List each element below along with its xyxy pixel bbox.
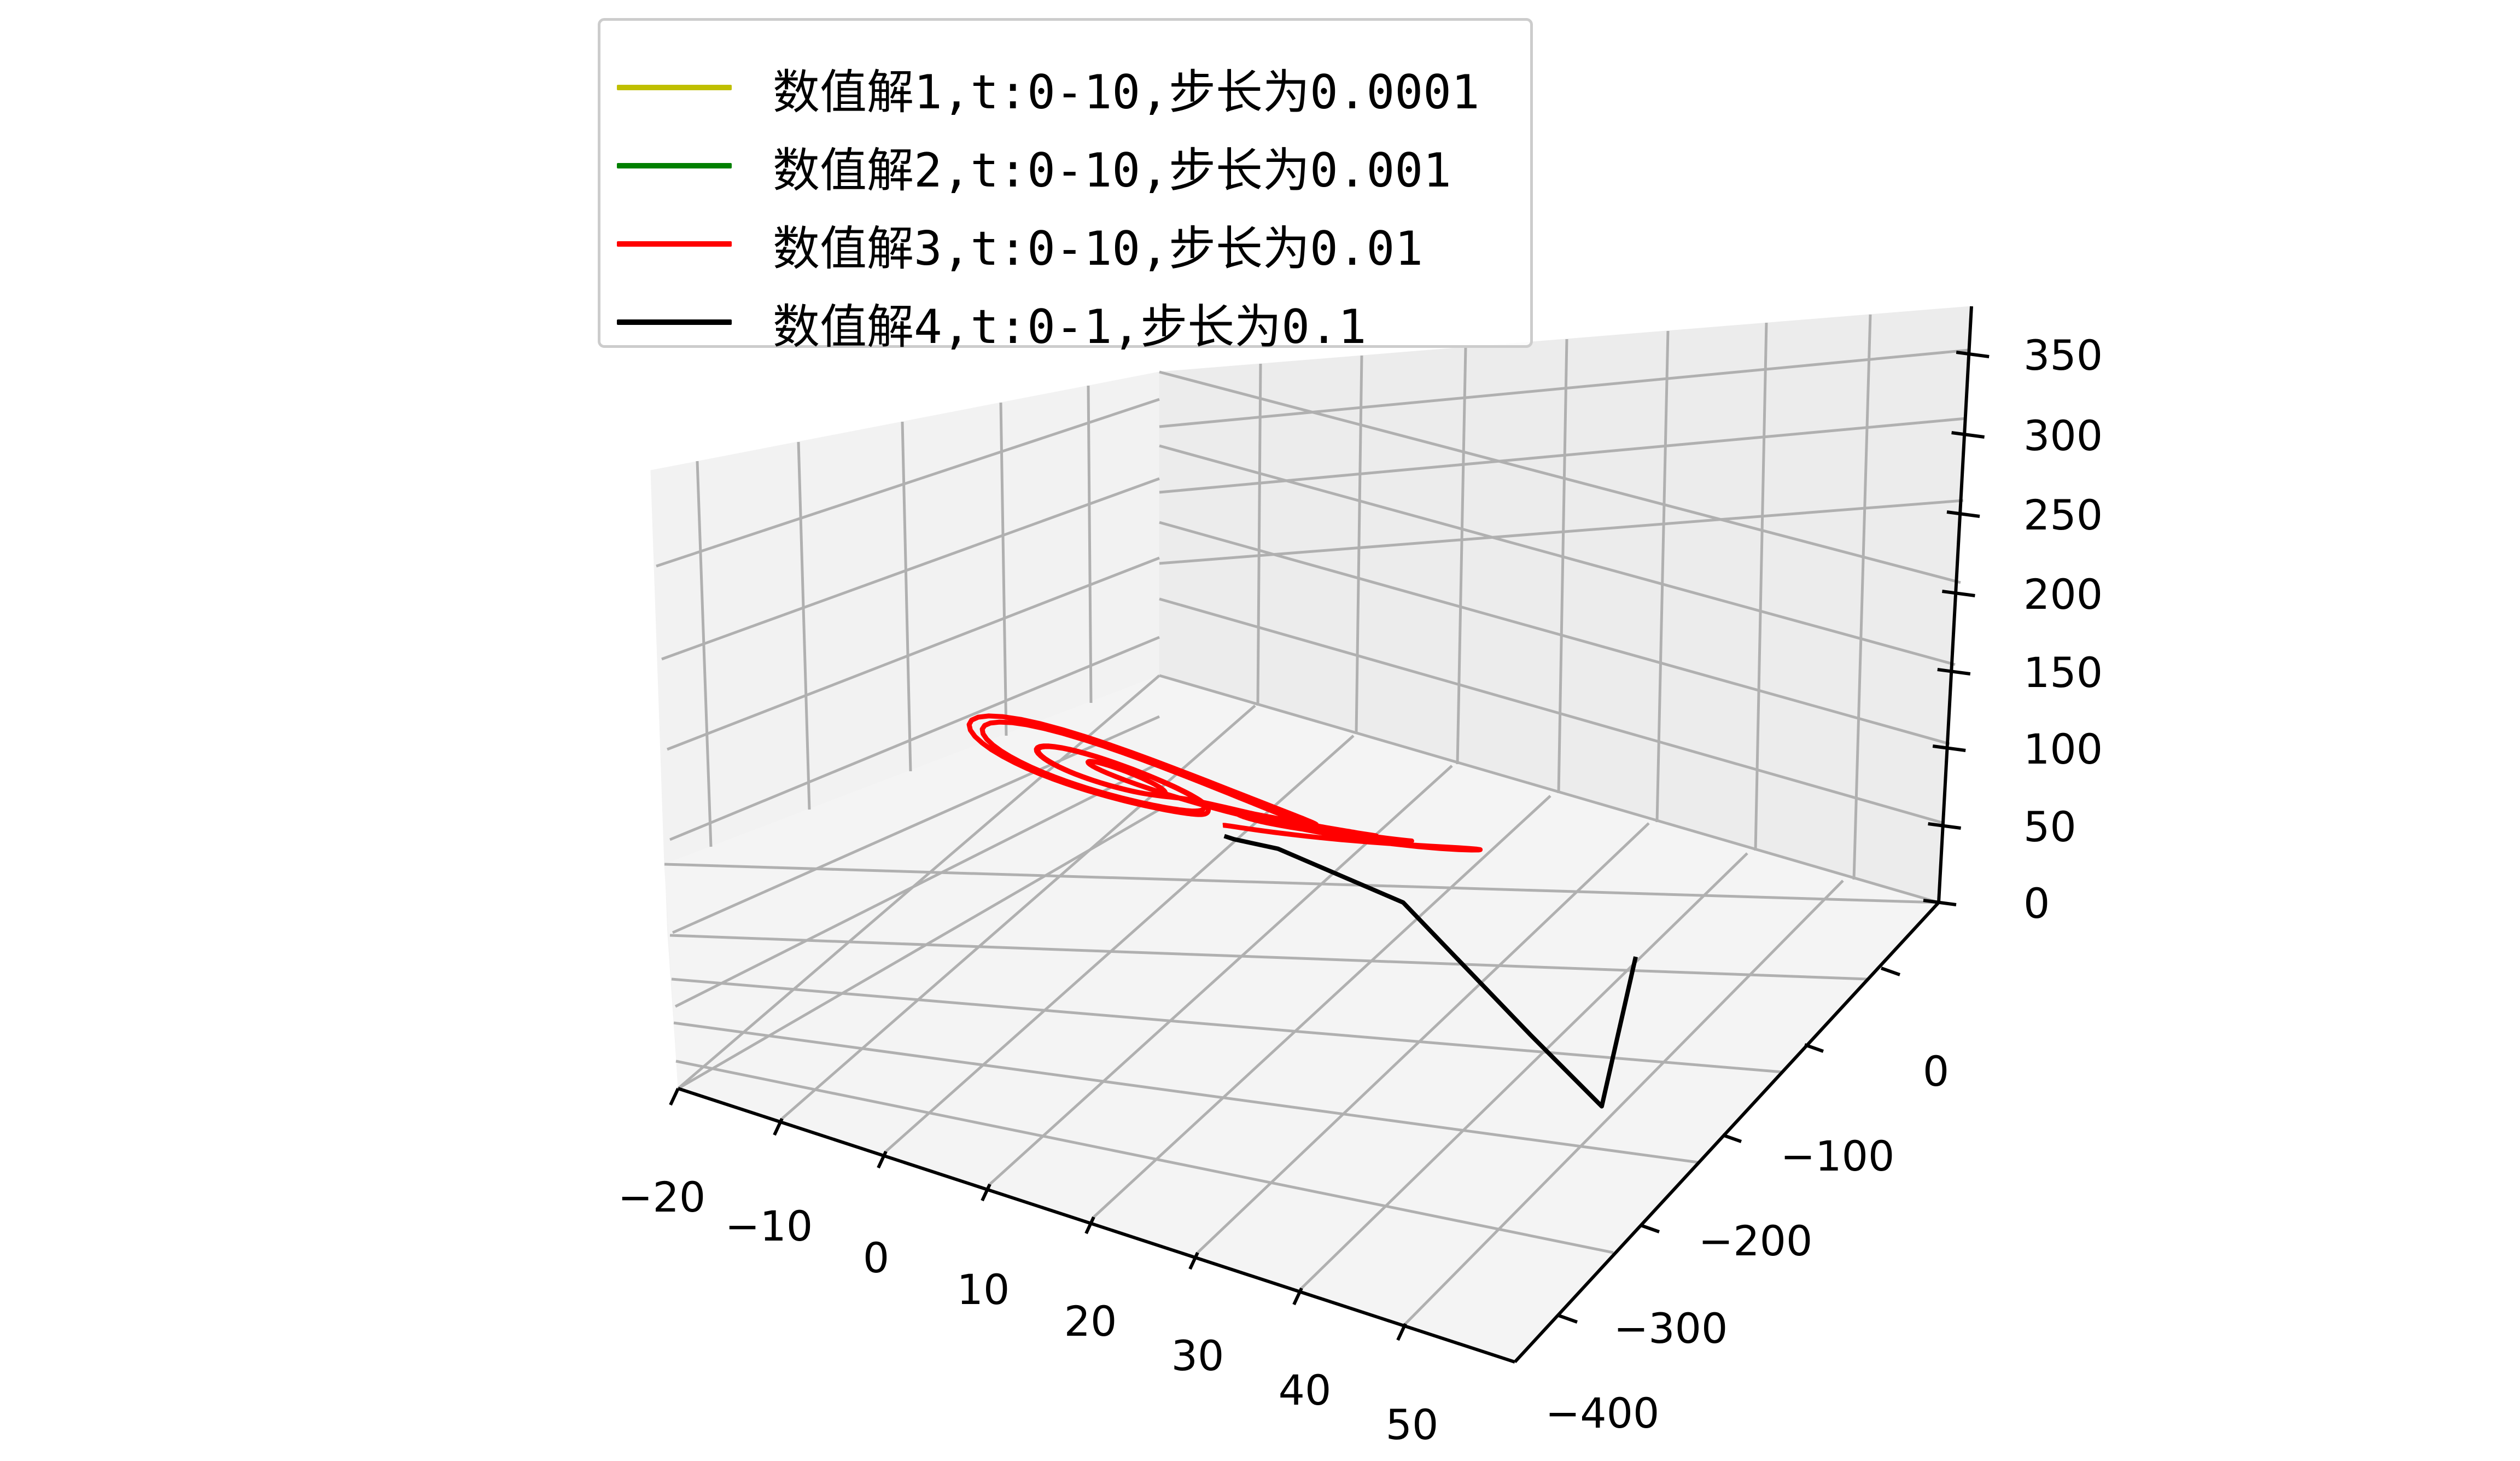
x-axis-line: [678, 1087, 1515, 1364]
legend-item-1: 数值解1,t:0-10,步长为0.0001: [617, 55, 1480, 120]
x-tick-mark: [1396, 1323, 1407, 1341]
z-tick-mark: [1951, 431, 1985, 439]
legend-label-2: 数值解2,t:0-10,步长为0.001: [773, 143, 1451, 198]
z-tick-mark: [1928, 822, 1961, 830]
x-tick-mark: [1292, 1287, 1303, 1306]
z-tick-label: 200: [2023, 570, 2103, 619]
legend-label-1: 数值解1,t:0-10,步长为0.0001: [773, 65, 1480, 120]
x-tick-mark: [981, 1183, 991, 1202]
z-tick-mark: [1942, 590, 1975, 597]
z-tick-mark: [1956, 351, 1990, 358]
axes-lines: [678, 306, 1973, 1364]
z-tick-label: 250: [2023, 491, 2103, 539]
z-tick-label: 300: [2023, 411, 2103, 460]
z-tick-mark: [1932, 744, 1966, 752]
z-axis-ticks: 0 50 100 150 200 250 300 350: [1923, 331, 2103, 928]
legend-swatch-3: [617, 241, 732, 247]
y-tick-label: −200: [1699, 1216, 1813, 1265]
z-tick-label: 150: [2023, 648, 2103, 697]
legend-swatch-2: [617, 163, 732, 168]
legend-swatch-1: [617, 85, 732, 90]
x-tick-label: 10: [957, 1265, 1010, 1314]
x-tick-label: 0: [863, 1233, 889, 1282]
y-tick-mark: [1558, 1314, 1578, 1324]
x-tick-mark: [773, 1117, 784, 1136]
series-4-line: [1223, 834, 1638, 1109]
legend-swatch-4: [617, 319, 732, 325]
y-tick-mark: [1640, 1224, 1660, 1233]
series-3-line: [966, 713, 1483, 853]
x-tick-label: 50: [1386, 1400, 1439, 1449]
y-tick-mark: [1881, 967, 1900, 976]
series-layer: [966, 713, 1638, 1109]
x-tick-label: 20: [1064, 1297, 1117, 1346]
x-tick-label: 40: [1279, 1366, 1332, 1415]
y-tick-mark: [1722, 1133, 1742, 1143]
z-tick-label: 350: [2023, 331, 2103, 380]
z-tick-label: 100: [2023, 725, 2103, 773]
y-axis-line: [1513, 901, 1940, 1364]
legend-item-4: 数值解4,t:0-1,步长为0.1: [617, 289, 1367, 355]
legend-label-4: 数值解4,t:0-1,步长为0.1: [773, 299, 1367, 354]
y-tick-mark: [1804, 1043, 1824, 1053]
y-tick-label: −300: [1614, 1304, 1728, 1353]
x-tick-label: −10: [725, 1202, 813, 1250]
z-tick-mark: [1923, 899, 1957, 906]
legend-label-3: 数值解3,t:0-10,步长为0.01: [773, 221, 1424, 276]
y-tick-label: 0: [1923, 1047, 1949, 1096]
x-tick-mark: [669, 1087, 680, 1106]
y-axis-ticks: −400 −300 −200 −100 0: [1545, 967, 1949, 1437]
z-axis-line: [1937, 306, 1973, 903]
legend: 数值解1,t:0-10,步长为0.0001 数值解2,t:0-10,步长为0.0…: [598, 18, 1533, 354]
z-tick-mark: [1937, 668, 1971, 676]
z-tick-label: 50: [2023, 802, 2076, 851]
x-tick-mark: [877, 1150, 888, 1169]
x-tick-mark: [1188, 1252, 1199, 1270]
legend-item-3: 数值解3,t:0-10,步长为0.01: [617, 211, 1423, 277]
x-tick-mark: [1084, 1216, 1095, 1235]
z-tick-label: 0: [2023, 879, 2050, 928]
y-tick-label: −400: [1545, 1389, 1660, 1437]
x-tick-label: 30: [1171, 1331, 1224, 1380]
x-tick-label: −20: [618, 1173, 705, 1221]
z-tick-mark: [1946, 510, 1980, 518]
legend-item-2: 数值解2,t:0-10,步长为0.001: [617, 133, 1451, 199]
x-axis-ticks: −20 −10 0 10 20 30 40 50: [618, 1087, 1439, 1449]
y-tick-label: −100: [1781, 1132, 1895, 1180]
